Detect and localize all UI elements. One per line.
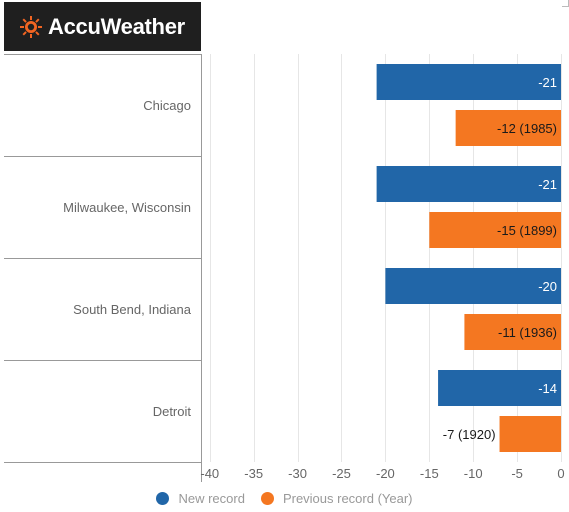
bar-previous-record <box>464 314 561 350</box>
sun-icon <box>20 15 42 38</box>
data-label: -11 (1936) <box>498 325 557 340</box>
x-tick-label: -10 <box>464 466 483 481</box>
data-label: -14 <box>538 381 557 396</box>
category-label: Detroit <box>153 404 192 419</box>
legend-dot-new-record <box>156 491 170 505</box>
category-label: Chicago <box>143 98 191 113</box>
legend-label-new-record: New record <box>178 490 245 506</box>
category-label: South Bend, Indiana <box>73 302 192 317</box>
bar-previous-record <box>429 212 561 248</box>
chart-legend: New record Previous record (Year) <box>0 488 569 508</box>
bar-previous-record <box>455 110 561 146</box>
data-label: -15 (1899) <box>497 223 557 238</box>
x-tick-label: -5 <box>511 466 523 481</box>
accuweather-logo: AccuWeather <box>4 2 201 51</box>
data-label: -7 (1920) <box>443 427 496 442</box>
bar-new-record <box>376 64 561 100</box>
brand-name: AccuWeather <box>48 13 185 39</box>
x-tick-label: -35 <box>244 466 263 481</box>
x-tick-label: -20 <box>376 466 395 481</box>
legend-dot-previous-record <box>260 491 274 505</box>
data-label: -21 <box>538 75 557 90</box>
data-label: -21 <box>538 177 557 192</box>
data-label: -20 <box>538 279 557 294</box>
x-tick-label: -40 <box>200 466 219 481</box>
bar-new-record <box>438 370 561 406</box>
data-label: -12 (1985) <box>497 121 557 136</box>
x-tick-label: -25 <box>332 466 351 481</box>
legend-label-previous-record: Previous record (Year) <box>282 490 413 506</box>
category-label: Milwaukee, Wisconsin <box>63 200 191 215</box>
x-tick-label: -30 <box>288 466 307 481</box>
bar-new-record <box>385 268 561 304</box>
x-tick-label: 0 <box>557 466 564 481</box>
legend-item-new-record[interactable]: New record <box>156 490 245 506</box>
bar-previous-record <box>499 416 561 452</box>
bar-new-record <box>376 166 561 202</box>
legend-item-previous-record[interactable]: Previous record (Year) <box>260 490 413 506</box>
x-tick-label: -15 <box>420 466 439 481</box>
